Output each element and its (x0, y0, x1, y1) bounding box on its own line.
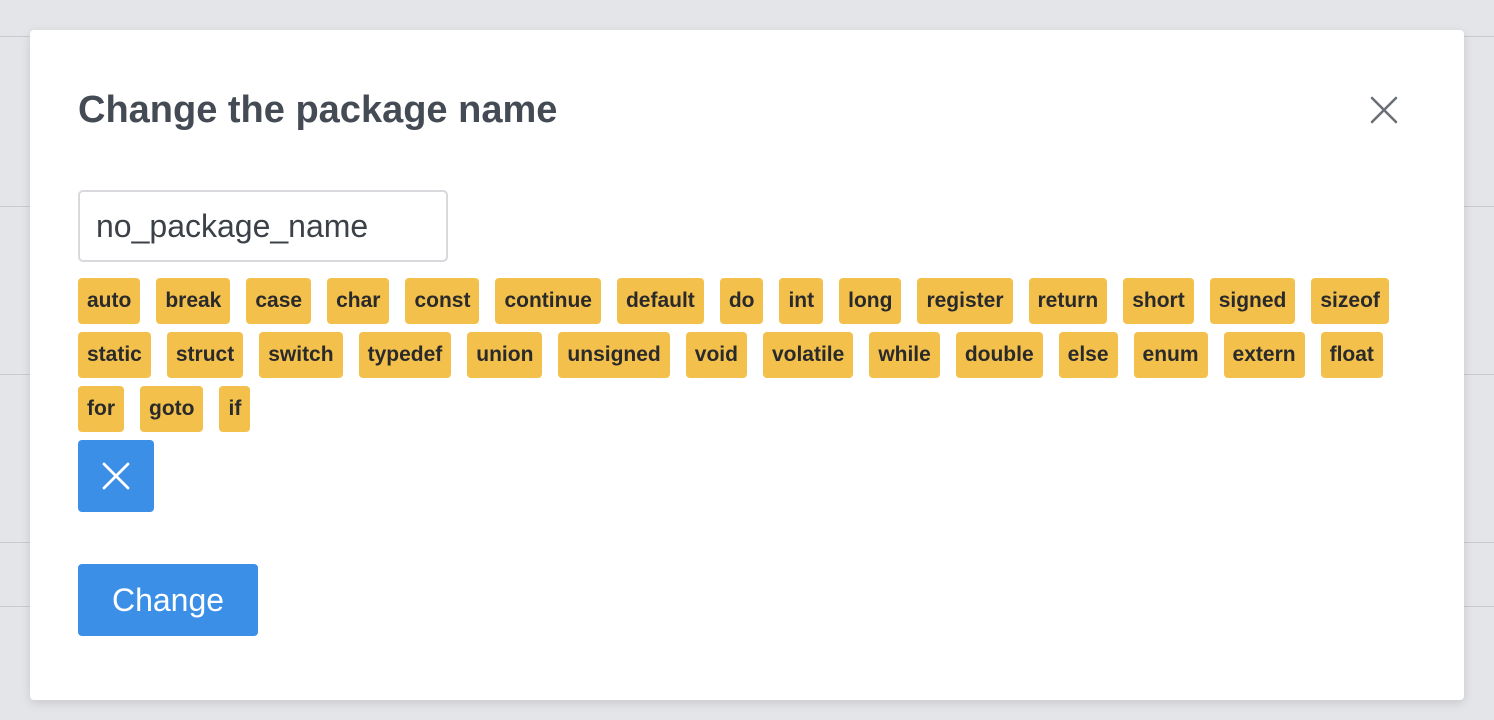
reserved-keywords-list: auto break case char const continue default do i… (78, 278, 1418, 440)
keyword-tag: short (1123, 278, 1194, 324)
keyword-tag: float (1320, 332, 1383, 378)
keyword-tag: enum (1133, 332, 1208, 378)
close-icon (1370, 96, 1398, 124)
dialog-title: Change the package name (78, 89, 558, 131)
x-icon (102, 462, 130, 490)
keyword-tag: continue (495, 278, 601, 324)
keyword-tag: auto (78, 278, 141, 324)
keyword-tag: if (219, 386, 251, 432)
keyword-tag: int (779, 278, 824, 324)
change-package-name-dialog: Change the package name auto break casecha… (30, 30, 1464, 700)
keyword-tag: extern (1223, 332, 1305, 378)
keyword-tag: else (1058, 332, 1118, 378)
keyword-tag: return (1028, 278, 1108, 324)
clear-button[interactable] (78, 440, 154, 512)
keyword-tag: register (917, 278, 1013, 324)
keyword-tag: switch (259, 332, 343, 378)
package-name-input[interactable] (78, 190, 448, 262)
keyword-tag: goto (140, 386, 204, 432)
keyword-tag: union (467, 332, 543, 378)
keyword-tag: volatile (762, 332, 854, 378)
change-button[interactable]: Change (78, 564, 258, 636)
keyword-tag: case (246, 278, 312, 324)
keyword-tag: while (869, 332, 940, 378)
keyword-tag: default (616, 278, 704, 324)
keyword-tag: do (719, 278, 764, 324)
keyword-tag: unsigned (558, 332, 670, 378)
keyword-tag: static (78, 332, 151, 378)
keyword-tag: for (78, 386, 124, 432)
keyword-tag: sizeof (1311, 278, 1389, 324)
keyword-tag: const (405, 278, 480, 324)
keyword-tag: char (327, 278, 390, 324)
keyword-tag: break (156, 278, 231, 324)
close-button[interactable] (1366, 92, 1402, 128)
keyword-tag: struct (166, 332, 244, 378)
keyword-tag: void (685, 332, 747, 378)
keyword-tag: long (839, 278, 902, 324)
keyword-tag: typedef (358, 332, 452, 378)
keyword-tag: double (955, 332, 1043, 378)
keyword-tag: signed (1209, 278, 1296, 324)
